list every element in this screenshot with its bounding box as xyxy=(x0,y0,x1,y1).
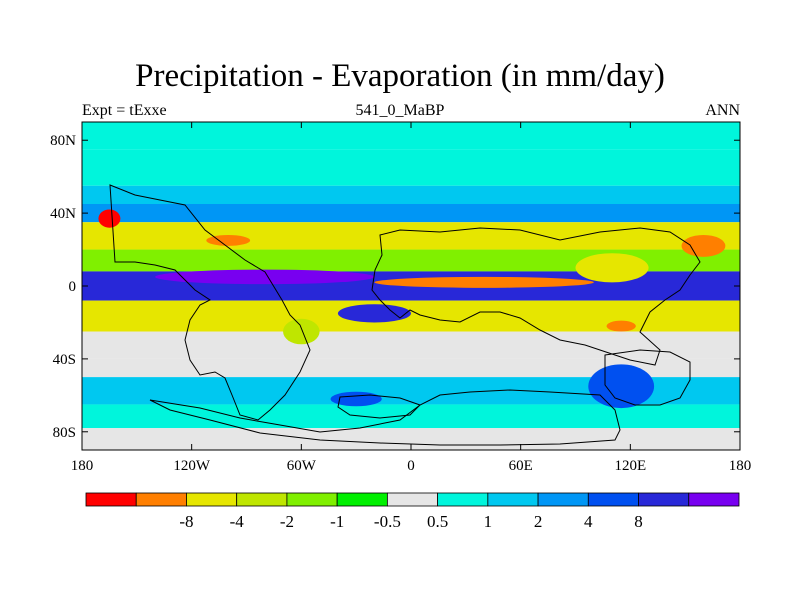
colorbar-swatch-3 xyxy=(236,492,288,507)
colorbar-label-3: -1 xyxy=(330,512,344,531)
lat-band-8 xyxy=(82,331,740,359)
colorbar: -8 -4 -2 -1 -0.5 0.5 1 2 4 8 xyxy=(85,492,740,531)
lat-band-3 xyxy=(82,204,740,223)
coastline-antarctica-inner xyxy=(337,394,421,419)
lat-band-11 xyxy=(82,404,740,429)
coastline-africa-eurasia xyxy=(371,227,701,366)
colorbar-label-8: 4 xyxy=(584,512,593,531)
colorbar-swatch-8 xyxy=(487,492,539,507)
colorbar-swatch-10 xyxy=(587,492,639,507)
coastline-antarctica xyxy=(149,389,621,446)
precip-evap-field xyxy=(82,122,740,450)
y-tick-label-4: 80S xyxy=(53,425,76,441)
colorbar-swatch-2 xyxy=(186,492,238,507)
season-label: ANN xyxy=(705,102,740,119)
colorbar-swatch-7 xyxy=(437,492,489,507)
y-tick-label-0: 80N xyxy=(50,133,76,149)
coastline-australia xyxy=(604,349,691,406)
lat-band-9 xyxy=(82,358,740,378)
colorbar-swatch-6 xyxy=(386,492,439,507)
field-patch-10 xyxy=(283,318,320,345)
field-patch-5 xyxy=(374,276,594,288)
chart-title: Precipitation - Evaporation (in mm/day) xyxy=(135,58,665,94)
colorbar-label-9: 8 xyxy=(634,512,643,531)
x-tick-label-1: 120W xyxy=(173,458,211,474)
x-tick-label-0: 180 xyxy=(71,458,94,474)
lat-band-12 xyxy=(82,428,740,450)
colorbar-swatch-1 xyxy=(135,492,187,507)
colorbar-swatch-4 xyxy=(286,492,338,507)
coastlines xyxy=(109,184,701,446)
lat-band-1 xyxy=(82,149,740,186)
experiment-label: Expt = tExxe xyxy=(82,102,167,119)
colorbar-swatch-9 xyxy=(537,492,589,507)
field-patch-7 xyxy=(606,320,636,332)
colorbar-label-7: 2 xyxy=(534,512,543,531)
lat-band-7 xyxy=(82,300,740,332)
x-tick-label-5: 120E xyxy=(614,458,646,474)
colorbar-swatch-5 xyxy=(336,492,388,507)
colorbar-label-5: 0.5 xyxy=(427,512,448,531)
colorbar-label-0: -8 xyxy=(179,512,193,531)
lat-band-4 xyxy=(82,222,740,250)
lat-band-5 xyxy=(82,249,740,272)
x-tick-label-4: 60E xyxy=(509,458,533,474)
field-patch-2 xyxy=(681,234,726,257)
colorbar-label-6: 1 xyxy=(484,512,493,531)
x-tick-label-2: 60W xyxy=(287,458,317,474)
colorbar-swatch-11 xyxy=(638,492,690,507)
field-patch-3 xyxy=(575,253,649,283)
field-patch-1 xyxy=(206,234,251,246)
field-patch-0 xyxy=(98,209,121,228)
colorbar-label-4: -0.5 xyxy=(374,512,401,531)
field-patch-8 xyxy=(588,364,655,409)
field-patch-4 xyxy=(155,269,375,285)
lat-band-2 xyxy=(82,185,740,204)
colorbar-label-2: -2 xyxy=(280,512,294,531)
y-tick-label-2: 0 xyxy=(69,279,77,295)
field-patch-6 xyxy=(337,304,412,323)
x-tick-label-6: 180 xyxy=(729,458,752,474)
y-tick-label-3: 40S xyxy=(53,352,76,368)
x-tick-label-3: 0 xyxy=(407,458,415,474)
coastline-americas xyxy=(109,184,311,421)
time-label: 541_0_MaBP xyxy=(355,102,445,119)
colorbar-label-1: -4 xyxy=(230,512,245,531)
axes: 180 120W 60W 0 60E 120E 180 80N 40N 0 40S 80S xyxy=(50,122,751,474)
colorbar-swatch-0 xyxy=(85,492,137,507)
y-tick-label-1: 40N xyxy=(50,206,76,222)
colorbar-swatch-12 xyxy=(688,492,740,507)
